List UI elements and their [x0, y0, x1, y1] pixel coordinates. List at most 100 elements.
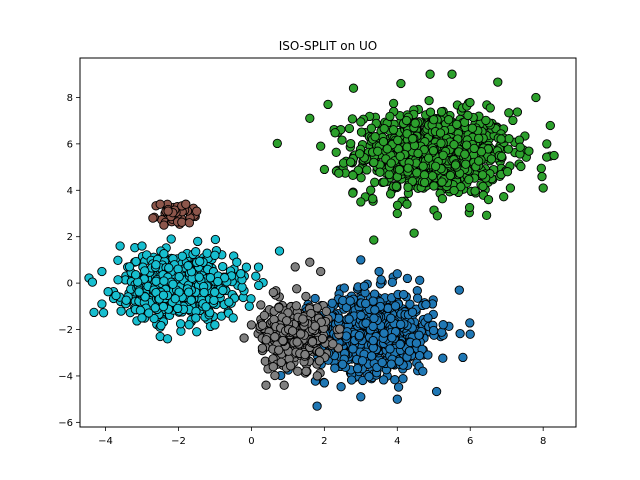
scatter-point [463, 110, 473, 121]
scatter-point [236, 269, 246, 279]
scatter-point [356, 127, 367, 137]
scatter-point [396, 78, 406, 89]
scatter-point [337, 135, 347, 145]
scatter-point [346, 375, 357, 385]
scatter-point [443, 115, 454, 125]
scatter-point [538, 183, 548, 193]
scatter-point [402, 273, 413, 284]
scatter-point [425, 69, 435, 79]
scatter-point [392, 200, 403, 210]
scatter-point [148, 213, 158, 223]
scatter-point [415, 275, 425, 285]
scatter-point [339, 283, 349, 293]
scatter-point [246, 294, 256, 304]
scatter-point [177, 217, 187, 227]
scatter-point [378, 136, 389, 147]
scatter-point [437, 327, 447, 337]
scatter-point [531, 92, 541, 103]
scatter-point [465, 318, 475, 328]
scatter-point [464, 202, 475, 213]
y-tick-label: −4 [58, 371, 73, 382]
scatter-point [361, 298, 371, 309]
scatter-point [470, 186, 480, 196]
scatter-point [346, 138, 356, 149]
scatter-point [413, 148, 423, 159]
scatter-point [159, 220, 169, 230]
scatter-point [465, 97, 475, 108]
scatter-point [364, 371, 374, 382]
x-tick-label: −2 [171, 436, 186, 447]
scatter-point [549, 150, 559, 161]
scatter-point [387, 333, 397, 343]
scatter-point [151, 260, 161, 270]
scatter-point [366, 123, 377, 133]
scatter-point [354, 330, 365, 341]
scatter-point [493, 77, 503, 87]
x-tick-label: −4 [98, 436, 113, 447]
scatter-point [287, 326, 298, 336]
scatter-point [386, 158, 396, 168]
scatter-point [438, 353, 448, 363]
scatter-point [330, 363, 340, 373]
scatter-point [474, 133, 484, 144]
scatter-point [205, 273, 216, 283]
scatter-point [173, 264, 183, 274]
scatter-point [191, 313, 201, 323]
scatter-point [423, 153, 434, 163]
scatter-point [195, 256, 205, 267]
scatter-point [310, 321, 320, 331]
scatter-point [376, 275, 386, 285]
scatter-point [382, 144, 392, 154]
scatter-point [137, 241, 147, 251]
scatter-point [423, 313, 433, 323]
scatter-point [388, 125, 399, 135]
scatter-point [98, 308, 109, 318]
scatter-point [158, 290, 169, 300]
scatter-point [244, 301, 254, 311]
scatter-point [396, 319, 406, 330]
scatter-point [435, 128, 446, 138]
scatter-point [135, 305, 146, 316]
scatter-point [170, 294, 180, 304]
scatter-point [257, 320, 268, 330]
scatter-point [386, 359, 396, 369]
scatter-point [368, 321, 378, 332]
scatter-point [319, 164, 330, 175]
scatter-point [374, 266, 384, 277]
scatter-point [465, 329, 475, 339]
scatter-point [366, 351, 377, 361]
scatter-point [496, 134, 506, 144]
scatter-point [391, 181, 401, 192]
scatter-point [210, 250, 220, 260]
scatter-point [449, 139, 459, 150]
scatter-point [403, 163, 413, 173]
scatter-point [431, 386, 442, 397]
chart-title: ISO-SPLIT on UO [279, 39, 377, 53]
scatter-point [373, 146, 383, 156]
scatter-point [239, 333, 249, 343]
scatter-point [447, 69, 457, 79]
scatter-point [357, 356, 368, 366]
scatter-point [124, 262, 135, 272]
scatter-point [379, 328, 389, 338]
scatter-point [408, 134, 418, 144]
scatter-point [432, 211, 443, 221]
scatter-point [137, 313, 147, 323]
scatter-point [348, 188, 358, 198]
scatter-point [241, 262, 252, 272]
scatter-point [276, 357, 286, 367]
x-tick-label: 2 [321, 436, 327, 447]
scatter-point [253, 262, 264, 272]
scatter-point [404, 346, 415, 356]
scatter-point [449, 185, 459, 196]
scatter-point [183, 261, 193, 271]
scatter-point [312, 401, 322, 411]
scatter-point [369, 313, 379, 323]
scatter-point [414, 330, 424, 340]
scatter-point [429, 115, 439, 125]
scatter-point [181, 199, 191, 209]
scatter-point [111, 290, 121, 301]
scatter-point [545, 120, 555, 131]
scatter-point [334, 168, 344, 178]
x-axis: −4 −2 0 2 4 6 8 [98, 427, 546, 447]
